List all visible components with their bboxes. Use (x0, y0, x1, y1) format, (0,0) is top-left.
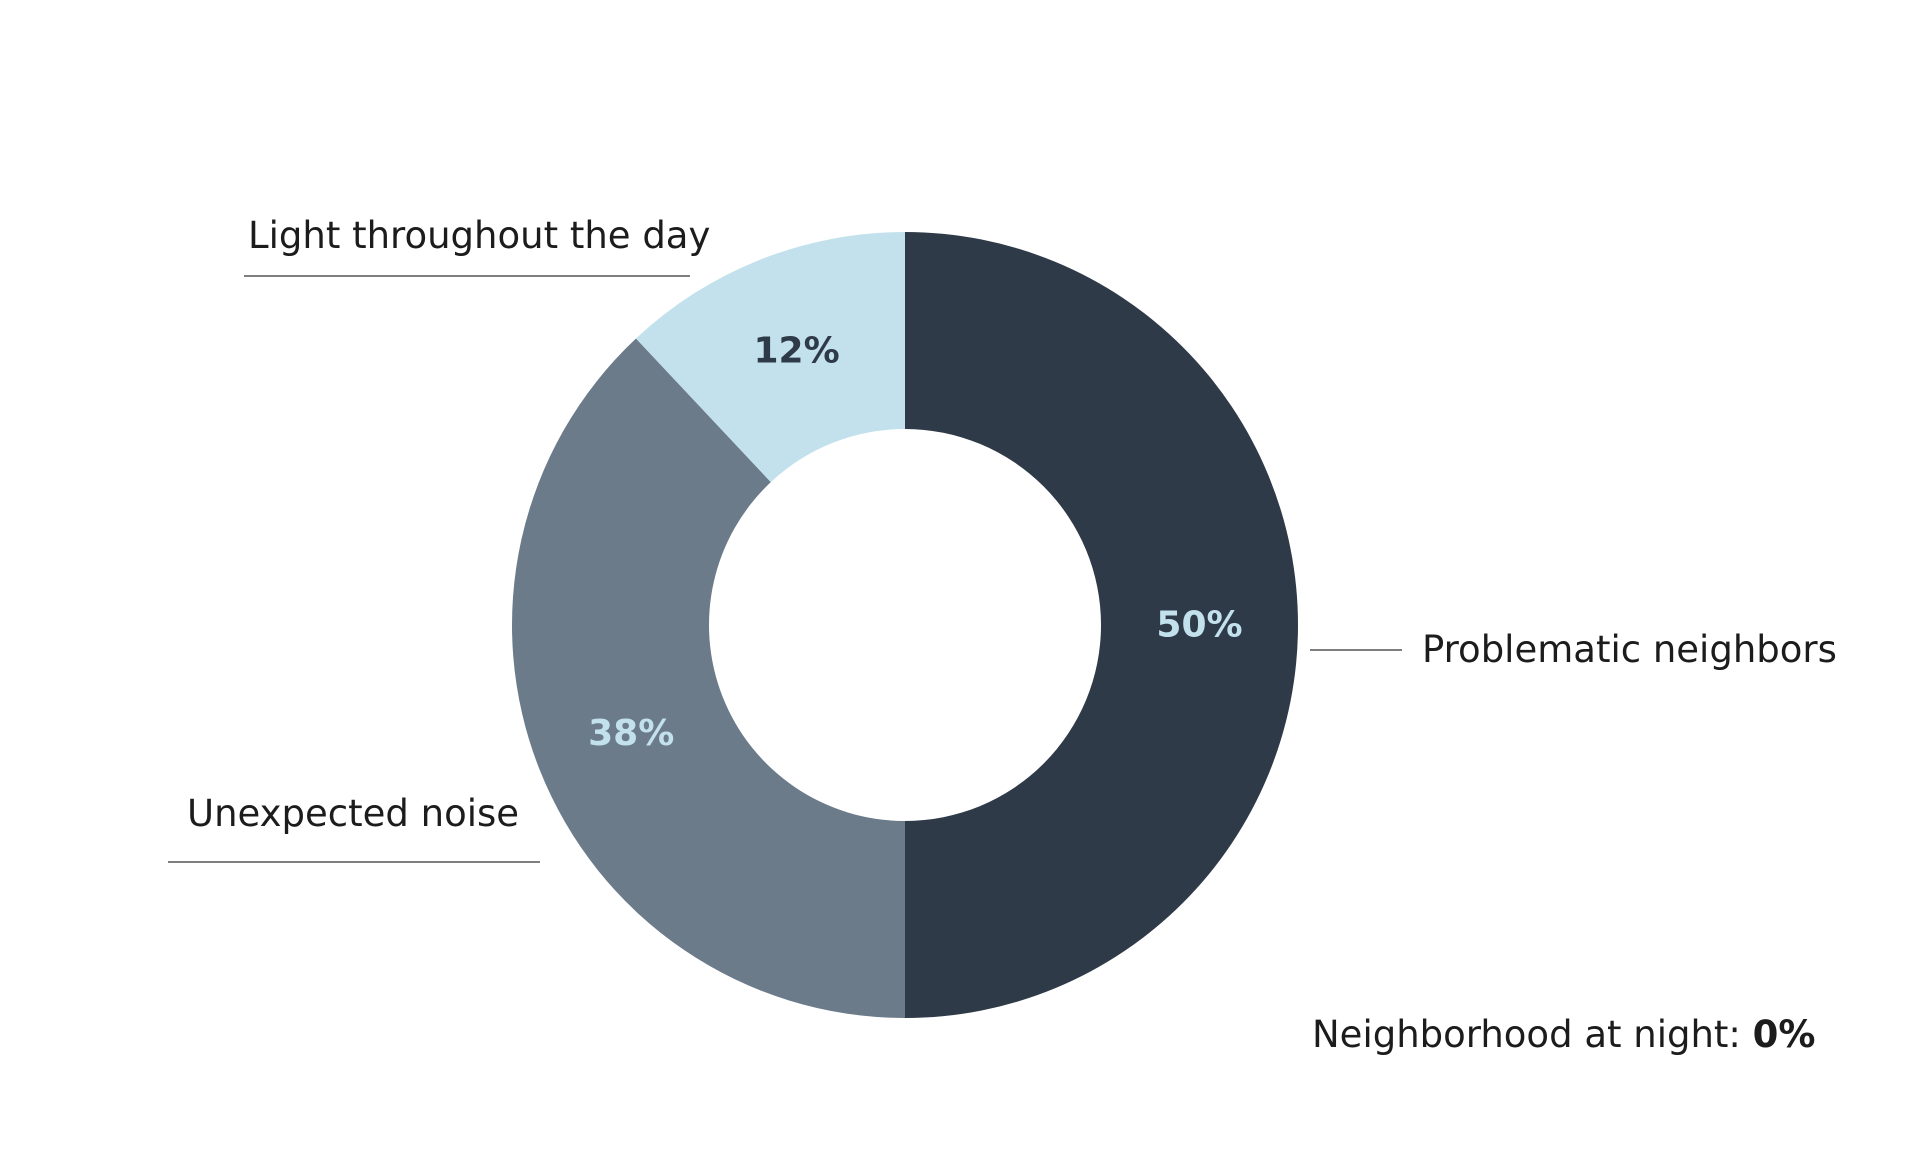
category-label-problematic-neighbors: Problematic neighbors (1422, 628, 1837, 671)
donut-slices (512, 232, 1298, 1018)
value-label-light-throughout-the-day: 12% (754, 331, 840, 372)
footnote-label: Neighborhood at night: (1312, 1013, 1753, 1056)
footnote-value: 0% (1753, 1013, 1816, 1056)
callout-unexpected-noise: Unexpected noise (168, 792, 540, 863)
slice-light-throughout-the-day (635, 232, 905, 483)
value-label-problematic-neighbors: 50% (1156, 605, 1242, 646)
slice-unexpected-noise (512, 338, 905, 1018)
category-label-light-throughout-the-day: Light throughout the day (248, 214, 710, 257)
value-label-unexpected-noise: 38% (588, 713, 674, 754)
slice-problematic-neighbors (905, 232, 1298, 1018)
callout-light-throughout-the-day: Light throughout the day (244, 214, 710, 277)
footnote: Neighborhood at night: 0% (1312, 1013, 1816, 1056)
slice-value-labels: 50% 38% 12% (588, 331, 1242, 754)
category-label-unexpected-noise: Unexpected noise (187, 792, 519, 835)
callout-problematic-neighbors: Problematic neighbors (1310, 628, 1837, 671)
